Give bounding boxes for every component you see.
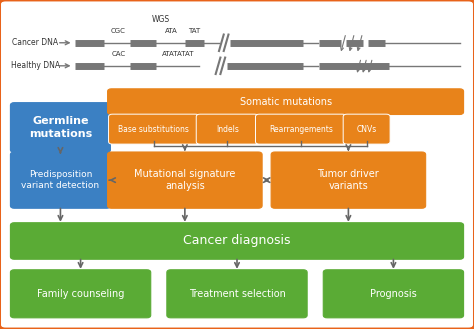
Text: TAT: TAT — [188, 28, 201, 34]
FancyBboxPatch shape — [10, 103, 110, 152]
Text: Somatic mutations: Somatic mutations — [239, 97, 332, 107]
Text: CAC: CAC — [111, 51, 126, 57]
Text: Indels: Indels — [216, 125, 239, 134]
FancyBboxPatch shape — [167, 270, 307, 318]
FancyBboxPatch shape — [108, 152, 262, 208]
FancyBboxPatch shape — [196, 114, 258, 144]
FancyBboxPatch shape — [10, 223, 464, 259]
FancyBboxPatch shape — [10, 152, 110, 208]
Text: Predisposition
variant detection: Predisposition variant detection — [21, 170, 100, 190]
FancyBboxPatch shape — [108, 89, 464, 114]
FancyBboxPatch shape — [323, 270, 464, 318]
FancyBboxPatch shape — [271, 152, 426, 208]
Text: Tumor driver
variants: Tumor driver variants — [318, 169, 379, 191]
Text: Treatment selection: Treatment selection — [189, 289, 285, 299]
Text: Cancer diagnosis: Cancer diagnosis — [183, 235, 291, 247]
Text: Mutational signature
analysis: Mutational signature analysis — [134, 169, 236, 191]
Text: CGC: CGC — [111, 28, 126, 34]
Text: Prognosis: Prognosis — [370, 289, 417, 299]
Text: ATA: ATA — [165, 28, 178, 34]
Text: Base substitutions: Base substitutions — [118, 125, 189, 134]
Text: Cancer DNA: Cancer DNA — [12, 38, 59, 47]
Text: Healthy DNA: Healthy DNA — [11, 61, 60, 70]
Text: ATATATAT: ATATATAT — [162, 51, 194, 57]
FancyBboxPatch shape — [343, 114, 390, 144]
FancyBboxPatch shape — [109, 114, 199, 144]
FancyBboxPatch shape — [10, 270, 151, 318]
Text: WGS: WGS — [152, 15, 170, 24]
Text: Germline
mutations: Germline mutations — [29, 116, 92, 139]
Text: CNVs: CNVs — [356, 125, 377, 134]
FancyBboxPatch shape — [255, 114, 346, 144]
Text: Family counseling: Family counseling — [37, 289, 124, 299]
Text: Rearrangements: Rearrangements — [269, 125, 333, 134]
